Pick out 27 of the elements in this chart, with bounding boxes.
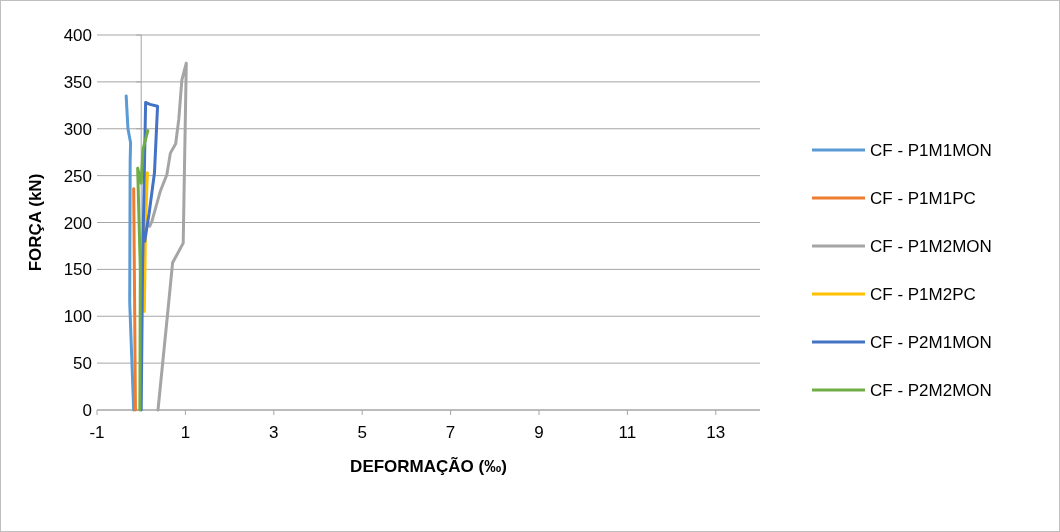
y-tick-label: 0 (82, 401, 92, 420)
y-tick-label: 400 (63, 26, 92, 45)
y-tick-label: 300 (63, 119, 92, 139)
line-series (124, 94, 136, 412)
y-tick-label: 200 (63, 213, 92, 233)
y-tick-label: 250 (63, 166, 92, 186)
line-series (136, 129, 150, 412)
x-tick-label: -1 (89, 423, 105, 442)
legend-label: CF - P1M2MON (870, 237, 992, 256)
x-tick-label: 1 (180, 423, 191, 442)
y-tick-label: 100 (63, 307, 92, 327)
x-tick-label: 11 (618, 423, 637, 442)
legend-label: CF - P1M1MON (870, 141, 992, 160)
x-axis-title: DEFORMAÇÃO (‰) (350, 456, 507, 476)
y-axis-title: FORÇA (kN) (26, 173, 45, 272)
x-tick-label: 5 (357, 423, 367, 442)
x-tick-label: 3 (269, 423, 279, 442)
legend-label: CF - P2M2MON (870, 381, 992, 400)
x-tick-label: 13 (706, 423, 726, 442)
y-tick-label: 350 (63, 72, 92, 92)
legend-label: CF - P2M1MON (870, 333, 992, 352)
legend-label: CF - P1M1PC (870, 189, 976, 208)
x-tick-label: 9 (534, 423, 544, 442)
legend-label: CF - P1M2PC (870, 285, 976, 304)
y-tick-label: 50 (73, 354, 92, 374)
x-tick-label: 7 (445, 423, 456, 442)
y-tick-label: 150 (63, 260, 92, 280)
